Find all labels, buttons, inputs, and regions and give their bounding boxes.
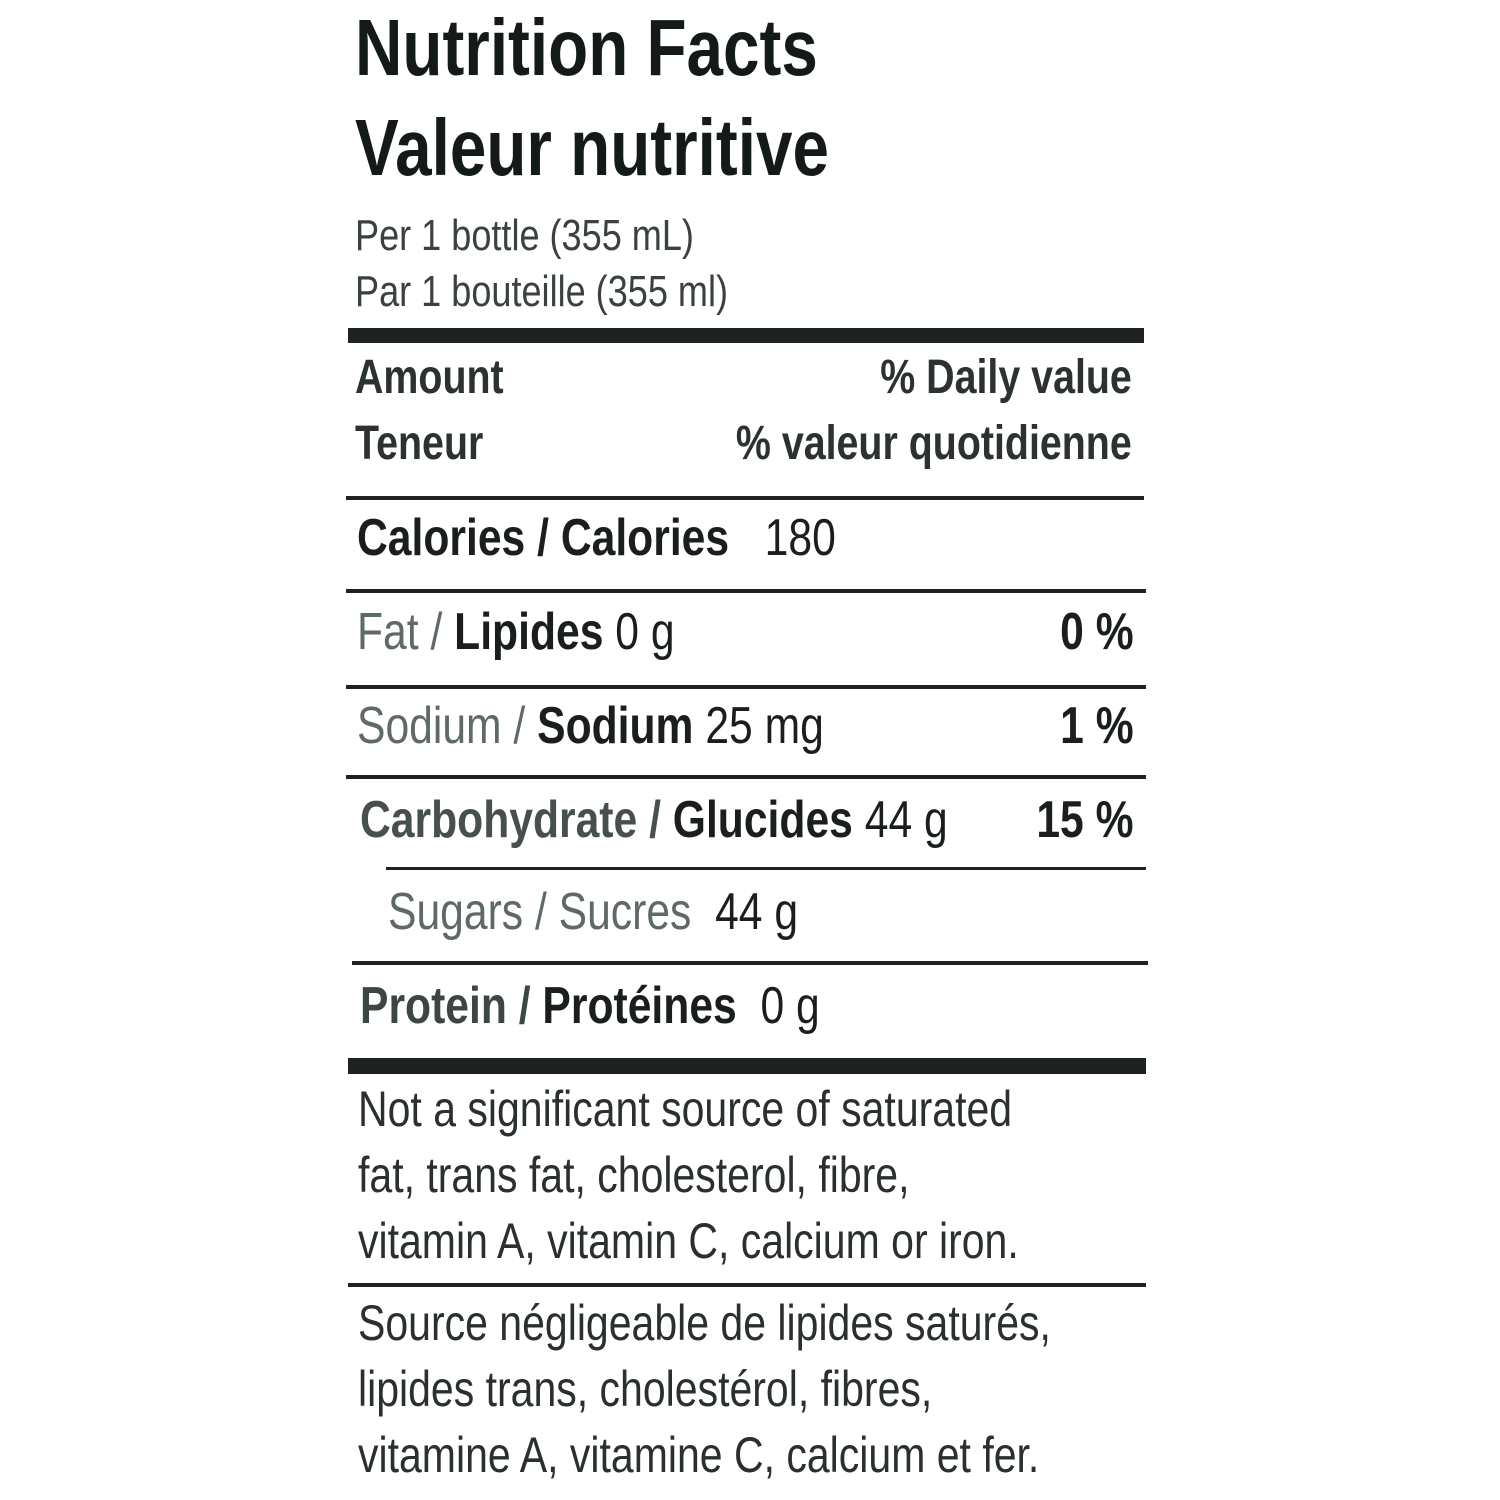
row-carbohydrate: Carbohydrate / Glucides 44 g	[360, 794, 948, 846]
footnote-en-line: vitamin A, vitamin C, calcium or iron.	[358, 1213, 1019, 1269]
label-en: Carbohydrate /	[360, 791, 661, 849]
label-en: Calories /	[357, 509, 549, 567]
divider	[346, 496, 1144, 500]
dv: 15 %	[1036, 791, 1134, 849]
footnote-en-line: fat, trans fat, cholesterol, fibre,	[358, 1147, 910, 1203]
label-en: Sodium /	[357, 697, 526, 755]
divider	[348, 1283, 1146, 1287]
footnote-en-line: Not a significant source of saturated	[358, 1081, 1013, 1137]
label-en: Protein /	[360, 977, 531, 1035]
amount: 0 g	[760, 977, 820, 1035]
thick-divider	[348, 1058, 1146, 1074]
divider	[386, 867, 1146, 870]
label-fr: Glucides	[672, 791, 853, 849]
serving-fr: Par 1 bouteille (355 ml)	[355, 267, 729, 316]
label-fr: Protéines	[542, 977, 737, 1035]
dv: 0 %	[1060, 603, 1134, 661]
row-protein: Protein / Protéines 0 g	[360, 980, 820, 1032]
divider	[346, 775, 1146, 779]
thick-divider	[348, 328, 1144, 343]
divider	[346, 685, 1146, 689]
label-fr: Sodium	[537, 697, 694, 755]
serving-en: Per 1 bottle (355 mL)	[355, 211, 694, 260]
title-en: Nutrition Facts	[355, 3, 818, 92]
title-fr: Valeur nutritive	[355, 103, 829, 192]
row-fat: Fat / Lipides 0 g	[357, 606, 675, 658]
amount-en: Amount	[355, 351, 504, 404]
row-sodium: Sodium / Sodium 25 mg	[357, 700, 824, 752]
row-calories: Calories / Calories 180	[357, 512, 836, 564]
label-fr: Lipides	[454, 603, 604, 661]
divider	[352, 961, 1148, 965]
amount-fr: Teneur	[355, 417, 484, 470]
dv-en: % Daily value	[880, 351, 1132, 404]
divider	[346, 589, 1146, 593]
amount: 25 mg	[705, 697, 824, 755]
row-sugars: Sugars / Sucres 44 g	[388, 886, 798, 938]
footnote-fr-line: vitamine A, vitamine C, calcium et fer.	[358, 1427, 1040, 1483]
amount: 44 g	[715, 883, 799, 941]
label-en: Fat /	[357, 603, 443, 661]
amount: 180	[764, 509, 836, 567]
dv-fr: % valeur quotidienne	[736, 417, 1132, 470]
footnote-fr-line: Source négligeable de lipides saturés,	[358, 1295, 1051, 1351]
footnote-fr-line: lipides trans, cholestérol, fibres,	[358, 1361, 933, 1417]
dv: 1 %	[1060, 697, 1134, 755]
label-en: Sugars /	[388, 883, 547, 941]
amount: 0 g	[615, 603, 675, 661]
amount: 44 g	[864, 791, 948, 849]
label-fr: Sucres	[558, 883, 692, 941]
label-fr: Calories	[560, 509, 730, 567]
